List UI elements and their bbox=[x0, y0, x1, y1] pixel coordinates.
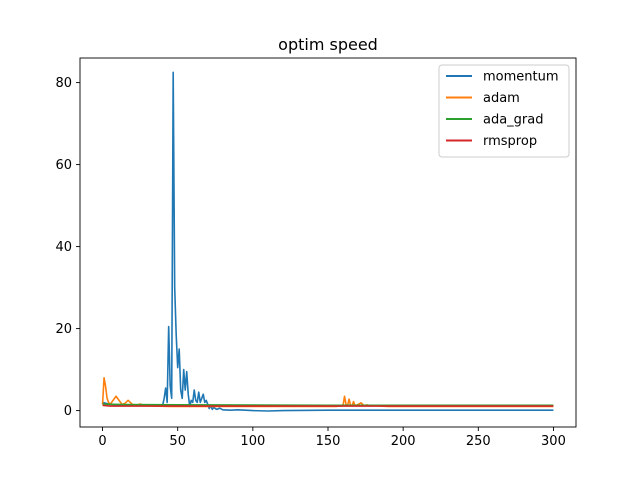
y-tick-label: 0 bbox=[64, 404, 72, 419]
x-tick-label: 300 bbox=[541, 434, 566, 449]
y-tick-label: 20 bbox=[55, 322, 72, 337]
axes: 0 50 100 150 200 250 300 0 20 40 60 80 bbox=[55, 57, 577, 449]
x-tick-label: 150 bbox=[316, 434, 341, 449]
legend-box bbox=[438, 64, 570, 158]
legend-label-rmsprop: rmsprop bbox=[483, 134, 537, 149]
series-line-momentum bbox=[102, 71, 554, 412]
series-lines bbox=[101, 71, 554, 412]
chart-title: optim speed bbox=[278, 35, 378, 54]
y-tick-label: 60 bbox=[55, 158, 72, 173]
x-tick-label: 0 bbox=[98, 434, 106, 449]
x-tick-label: 250 bbox=[466, 434, 491, 449]
legend-label-momentum: momentum bbox=[483, 70, 559, 85]
series-line-rmsprop bbox=[102, 404, 554, 407]
series-line-ada-grad bbox=[102, 403, 554, 407]
x-tick-label: 100 bbox=[240, 434, 265, 449]
x-tick-label: 50 bbox=[169, 434, 186, 449]
y-tick-label: 40 bbox=[55, 240, 72, 255]
legend-label-ada-grad: ada_grad bbox=[483, 113, 544, 128]
y-tick-label: 80 bbox=[55, 76, 72, 91]
legend-label-adam: adam bbox=[483, 91, 520, 106]
x-tick-label: 200 bbox=[391, 434, 416, 449]
